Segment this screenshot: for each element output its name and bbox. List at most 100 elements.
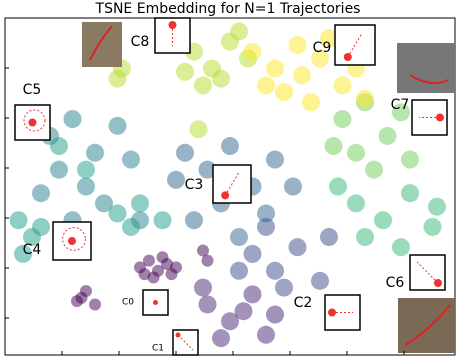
icon-arrow xyxy=(347,32,363,58)
icon-dot xyxy=(221,191,230,200)
chart-title: TSNE Embedding for N=1 Trajectories xyxy=(95,1,361,17)
cluster-label: C2 xyxy=(294,295,313,311)
icon-dot xyxy=(28,118,37,127)
point xyxy=(392,103,410,122)
icon-box xyxy=(142,289,169,316)
point xyxy=(189,120,208,139)
point xyxy=(378,126,397,145)
point xyxy=(108,204,127,223)
point xyxy=(266,305,284,324)
point xyxy=(266,59,284,78)
point xyxy=(243,42,262,61)
point xyxy=(257,204,275,223)
point xyxy=(71,295,83,308)
icon-loop xyxy=(62,227,86,251)
photo xyxy=(397,43,455,93)
icon-arrow xyxy=(224,172,240,196)
point xyxy=(77,177,95,196)
point xyxy=(50,160,68,179)
point xyxy=(320,228,338,247)
point xyxy=(212,329,230,348)
cluster-label: C8 xyxy=(131,34,150,50)
point xyxy=(143,254,155,267)
point xyxy=(77,160,95,179)
point xyxy=(122,150,140,169)
point xyxy=(257,76,275,95)
point xyxy=(275,278,293,297)
cluster-label: C7 xyxy=(391,97,410,113)
point xyxy=(333,110,352,129)
cluster-label: C1 xyxy=(152,344,164,354)
point xyxy=(198,295,217,314)
cluster-label: C9 xyxy=(313,40,332,56)
point xyxy=(201,254,214,267)
icon-dot xyxy=(343,53,352,61)
cluster-label: C0 xyxy=(122,298,134,308)
point xyxy=(230,261,248,280)
icon-arrow xyxy=(416,261,439,284)
point xyxy=(288,238,307,257)
point xyxy=(80,284,92,297)
point xyxy=(374,211,392,230)
point xyxy=(212,69,230,88)
point xyxy=(32,217,50,236)
point xyxy=(347,143,365,162)
icon-dot xyxy=(436,113,444,122)
point xyxy=(284,177,302,196)
point xyxy=(356,228,374,247)
point xyxy=(302,93,320,112)
icon-dot xyxy=(153,300,158,305)
point xyxy=(147,271,160,284)
point xyxy=(401,150,419,169)
point xyxy=(423,217,442,236)
point xyxy=(356,89,374,108)
point xyxy=(311,271,329,290)
point xyxy=(122,217,140,236)
icon-loop xyxy=(23,109,46,132)
point xyxy=(153,211,172,230)
point xyxy=(176,143,194,162)
cluster-label: C3 xyxy=(185,177,204,193)
point xyxy=(165,268,178,281)
point xyxy=(234,302,253,321)
point xyxy=(333,76,352,95)
cluster-label: C6 xyxy=(386,275,405,291)
point xyxy=(185,211,203,230)
point xyxy=(311,49,329,68)
point xyxy=(320,29,338,48)
point xyxy=(329,177,347,196)
point xyxy=(257,325,275,344)
point xyxy=(288,35,307,54)
icon-dot xyxy=(175,332,181,338)
point xyxy=(131,194,149,213)
point xyxy=(428,197,446,216)
point xyxy=(89,298,101,311)
point xyxy=(198,160,217,179)
point xyxy=(86,143,104,162)
point xyxy=(243,285,262,304)
icon-dot xyxy=(434,279,442,287)
point xyxy=(14,244,32,263)
photo-path xyxy=(404,304,451,346)
point xyxy=(194,278,212,297)
icon-dot xyxy=(68,237,76,245)
point xyxy=(401,184,419,203)
photo-path xyxy=(89,25,113,61)
point xyxy=(221,312,239,331)
point xyxy=(167,170,185,189)
point xyxy=(9,211,28,230)
icons: C0 C1 C2 C3 C4 C5 C6 C7 C8 C9 xyxy=(14,17,448,356)
point xyxy=(108,116,127,135)
point xyxy=(95,194,113,213)
point xyxy=(230,228,248,247)
point xyxy=(156,251,169,264)
icon-dot xyxy=(168,21,177,29)
photo-path xyxy=(409,74,449,85)
point xyxy=(197,244,209,257)
point xyxy=(392,238,410,257)
point xyxy=(50,137,68,156)
point xyxy=(138,268,151,281)
point xyxy=(324,137,343,156)
point xyxy=(243,244,262,263)
